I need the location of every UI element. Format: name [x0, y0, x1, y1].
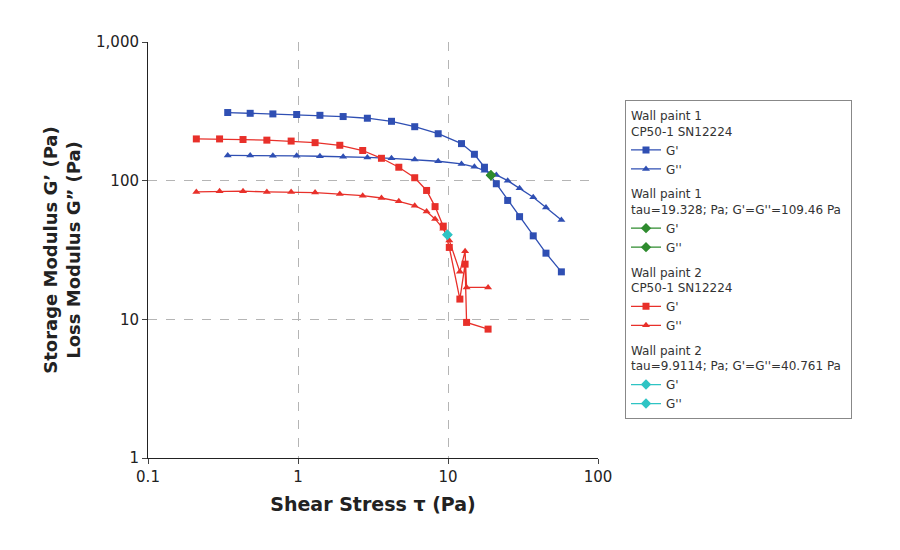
- svg-text:G': G': [666, 222, 679, 236]
- svg-text:G'': G'': [666, 163, 682, 177]
- svg-text:G': G': [666, 300, 679, 314]
- svg-text:G': G': [666, 144, 679, 158]
- svg-text:Shear Stress τ (Pa): Shear Stress τ (Pa): [270, 493, 476, 515]
- svg-text:Wall paint 1tau=19.328; Pa; G': Wall paint 1tau=19.328; Pa; G'=G''=109.4…: [631, 187, 841, 217]
- svg-text:10: 10: [120, 311, 139, 329]
- svg-text:Wall paint 2CP50-1 SN12224: Wall paint 2CP50-1 SN12224: [631, 266, 732, 296]
- svg-text:1,000: 1,000: [96, 33, 139, 51]
- svg-text:1: 1: [129, 449, 139, 467]
- svg-text:Storage Modulus G’ (Pa)Loss Mo: Storage Modulus G’ (Pa)Loss Modulus G” (…: [40, 126, 84, 373]
- svg-text:10: 10: [438, 468, 457, 486]
- svg-text:Wall paint 1CP50-1 SN12224: Wall paint 1CP50-1 SN12224: [631, 109, 732, 139]
- svg-text:G'': G'': [666, 319, 682, 333]
- svg-text:Wall paint 2tau=9.9114; Pa; G': Wall paint 2tau=9.9114; Pa; G'=G''=40.76…: [631, 344, 841, 374]
- svg-text:100: 100: [584, 468, 613, 486]
- svg-text:G'': G'': [666, 241, 682, 255]
- svg-text:1: 1: [293, 468, 303, 486]
- svg-text:G'': G'': [666, 397, 682, 411]
- svg-text:G': G': [666, 378, 679, 392]
- svg-text:0.1: 0.1: [136, 468, 160, 486]
- svg-text:100: 100: [110, 172, 139, 190]
